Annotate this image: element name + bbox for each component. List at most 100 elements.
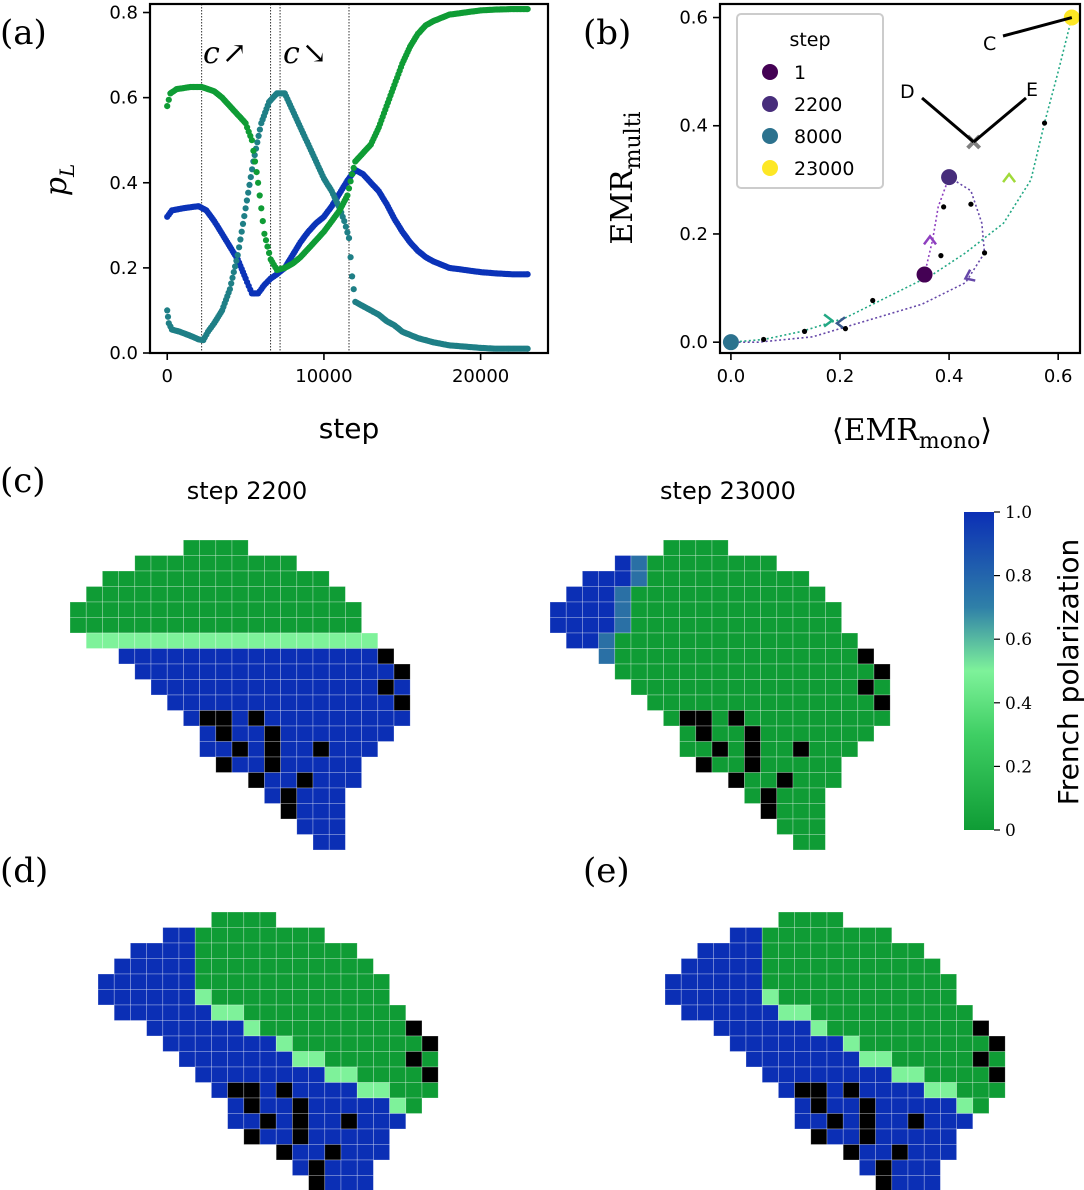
map-cell [875, 942, 893, 959]
map-cell [211, 989, 228, 1006]
map-cell [162, 973, 180, 990]
map-cell [166, 663, 184, 680]
map-cell [227, 1066, 245, 1083]
map-cell [280, 741, 298, 758]
map-cell [275, 927, 293, 944]
map-cell [614, 601, 632, 618]
map-cell [761, 1051, 779, 1068]
annotation-c-up: c↗ [203, 36, 247, 71]
map-cell [259, 1128, 277, 1145]
map-cell [199, 694, 217, 711]
map-cell [247, 555, 265, 572]
map-cell [778, 1066, 795, 1083]
map-cell [810, 973, 828, 990]
map-cell [296, 756, 314, 773]
map-cell [826, 942, 844, 959]
map-cell [859, 1144, 876, 1161]
map-cell [166, 648, 184, 665]
map-cell [227, 1113, 245, 1130]
map-cell [875, 927, 893, 944]
map-cell [761, 942, 779, 959]
series-green-point [264, 243, 271, 250]
map-cell [875, 1175, 893, 1190]
map-cell [243, 989, 261, 1006]
map-cell [215, 632, 233, 649]
map-cell [292, 1113, 309, 1130]
map-cell [907, 1020, 925, 1037]
map-cell [792, 617, 810, 634]
map-cell [695, 756, 713, 773]
map-cell [808, 648, 826, 665]
map-cell [247, 570, 265, 587]
map-cell [711, 710, 729, 727]
map-cell [292, 1035, 309, 1052]
map-cell [389, 1066, 407, 1083]
map-cell [760, 601, 778, 618]
map-cell [130, 989, 147, 1006]
map-cell [972, 1066, 990, 1083]
map-cell [280, 772, 298, 789]
map-cell [389, 1004, 407, 1021]
map-cell [340, 1128, 358, 1145]
map-cell [85, 617, 103, 634]
map-cell [859, 1128, 876, 1145]
map-cell [808, 710, 826, 727]
map-cell [280, 632, 298, 649]
map-cell [312, 756, 330, 773]
map-cell [729, 1004, 747, 1021]
map-cell [842, 1035, 860, 1052]
y-tick-label: 0.4 [109, 173, 138, 194]
series-teal-point [245, 189, 252, 196]
map-cell [711, 570, 729, 587]
map-cell [247, 725, 265, 742]
map-cell [259, 1066, 277, 1083]
map-cell [727, 694, 745, 711]
series-teal-point [246, 181, 253, 188]
map-cell [178, 1035, 196, 1052]
map-cell [243, 1035, 261, 1052]
map-cell [389, 1035, 407, 1052]
map-cell [565, 601, 583, 618]
map-cell [598, 632, 616, 649]
map-cell [565, 617, 583, 634]
map-cell [794, 942, 812, 959]
map-cell [549, 601, 567, 618]
map-cell [907, 1144, 925, 1161]
map-cell [356, 1175, 374, 1190]
series-green-point [345, 185, 353, 192]
legend: step 1 2200 8000 23000 [736, 13, 884, 189]
map-cell [859, 927, 876, 944]
map-cell [292, 989, 309, 1006]
map-cell [923, 1097, 941, 1114]
map-cell [663, 663, 680, 680]
map-cell [178, 1004, 196, 1021]
map-cell [231, 601, 249, 618]
map-cell [259, 1004, 277, 1021]
map-cell [875, 1144, 893, 1161]
legend-entries: 1 2200 8000 23000 [762, 62, 854, 180]
map-cell [711, 555, 729, 572]
map-cell [697, 958, 714, 975]
map-cell [646, 601, 664, 618]
map-cell [940, 1144, 957, 1161]
map-cell [713, 942, 731, 959]
map-cell [118, 570, 136, 587]
y-tick-label: 0.2 [679, 224, 708, 245]
map-cell [373, 973, 390, 990]
map-cell [907, 1175, 925, 1190]
map-cell [275, 973, 293, 990]
map-cell [664, 973, 682, 990]
map-cell [328, 648, 346, 665]
map-cell [340, 1051, 358, 1068]
map-cell [859, 1097, 876, 1114]
map-cell [377, 710, 395, 727]
map-cell [794, 1113, 812, 1130]
map-cell [808, 772, 826, 789]
chart-b: 0.0 0.2 0.4 0.6 0.0 0.2 0.4 0.6 ⟨EMRmono⟩ EMRm… [605, 2, 1082, 454]
map-cell [312, 803, 330, 820]
map-cell [183, 679, 200, 696]
map-cell [345, 617, 362, 634]
map-cell [760, 617, 778, 634]
map-cell [695, 539, 713, 556]
map-cell [695, 725, 713, 742]
